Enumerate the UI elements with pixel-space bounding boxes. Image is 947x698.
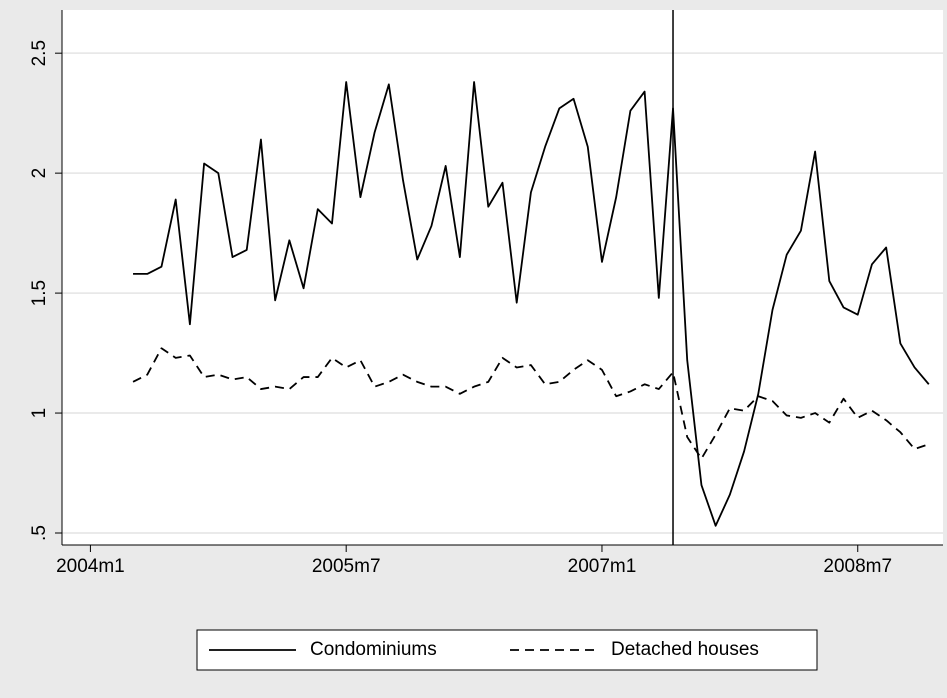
y-tick-label: 1 xyxy=(29,408,50,419)
y-tick-label: .5 xyxy=(29,525,50,541)
x-tick-label: 2008m7 xyxy=(823,556,892,577)
x-tick-label: 2004m1 xyxy=(56,556,125,577)
axes: .5 1 1.5 2 2.5 2004m1 2005m7 2007m1 2008m7 xyxy=(29,10,943,577)
y-tick-label: 2 xyxy=(29,168,50,179)
marks xyxy=(132,10,930,545)
grid xyxy=(62,52,943,534)
legend: Condominiums Detached houses xyxy=(196,629,818,671)
legend-box xyxy=(196,629,818,671)
x-tick-label: 2005m7 xyxy=(312,556,381,577)
legend-label: Detached houses xyxy=(611,639,759,660)
legend-label: Condominiums xyxy=(310,639,437,660)
series-line xyxy=(132,347,930,460)
x-tick-label: 2007m1 xyxy=(568,556,637,577)
y-tick-label: 2.5 xyxy=(29,40,50,66)
y-tick-label: 1.5 xyxy=(29,280,50,306)
plot-area xyxy=(62,10,943,545)
series-line xyxy=(133,81,930,527)
